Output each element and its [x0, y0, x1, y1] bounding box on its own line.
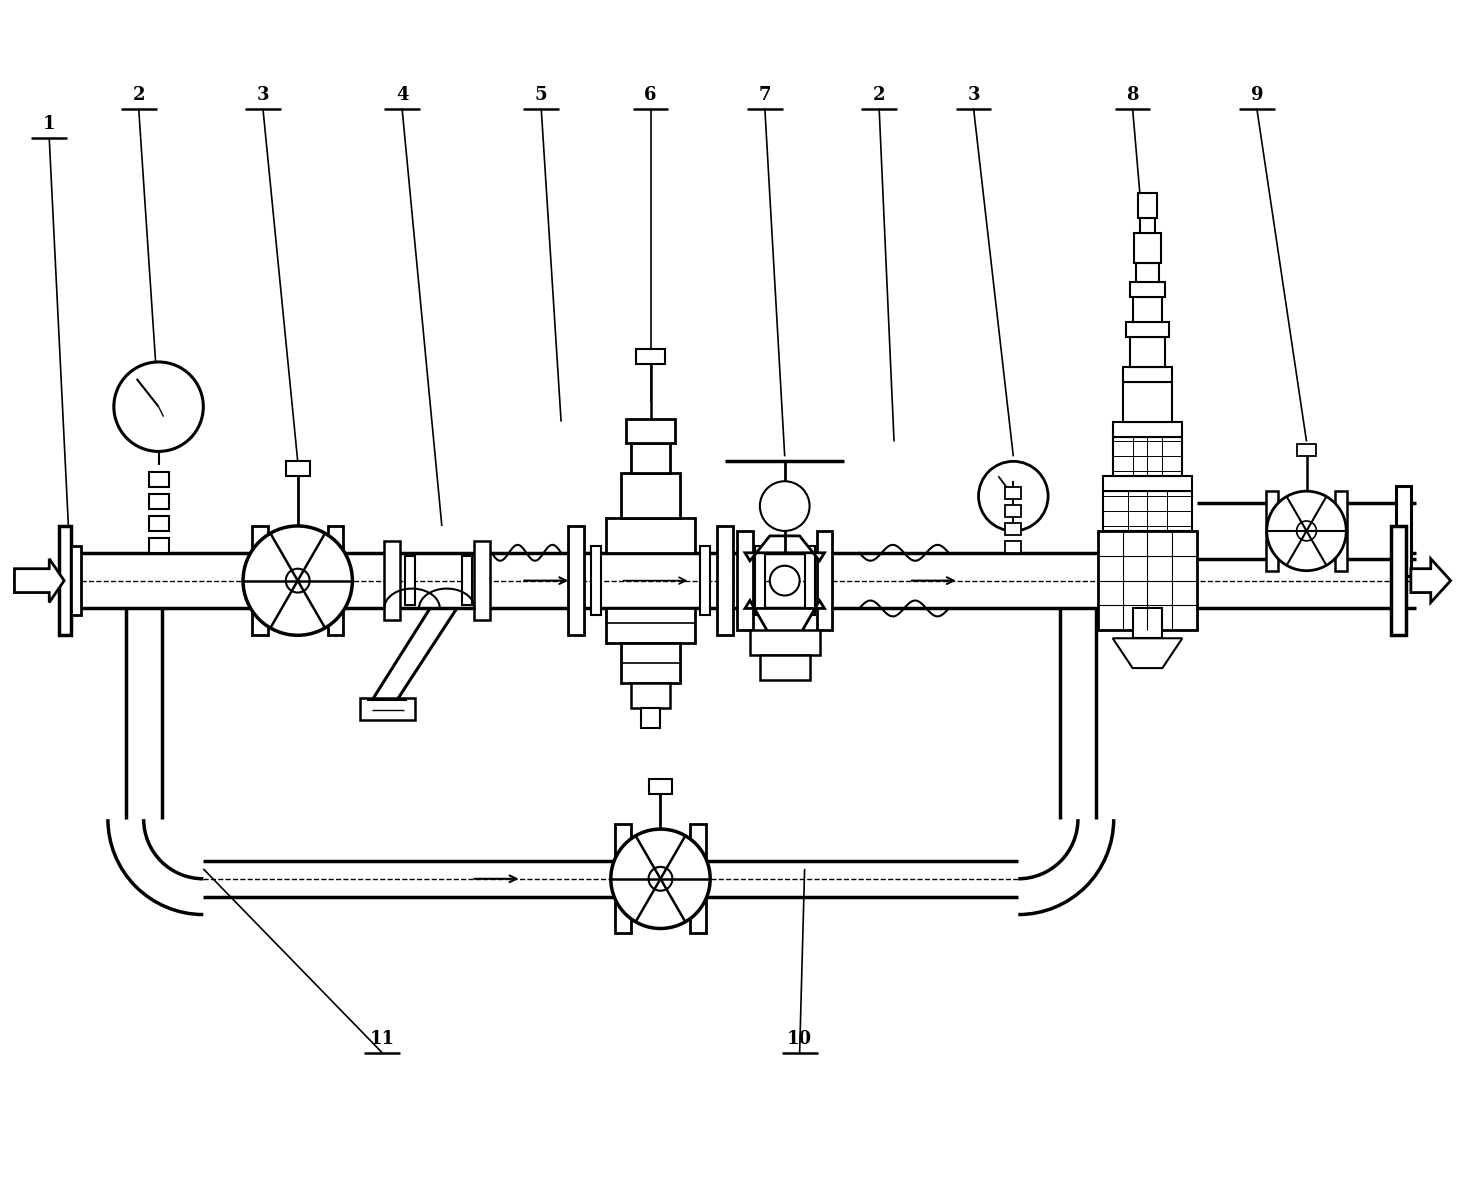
Text: 6: 6: [644, 85, 657, 103]
Bar: [635, 349, 666, 364]
Bar: [620, 644, 681, 683]
Bar: [252, 526, 268, 635]
Bar: [1135, 263, 1159, 282]
Bar: [805, 545, 814, 615]
Bar: [1391, 526, 1406, 635]
Bar: [1140, 217, 1156, 233]
Polygon shape: [744, 536, 824, 561]
Circle shape: [1267, 491, 1347, 570]
Circle shape: [648, 867, 672, 891]
Bar: [327, 526, 343, 635]
Bar: [700, 545, 710, 615]
Bar: [1113, 422, 1183, 436]
Text: 1: 1: [43, 115, 55, 133]
Bar: [755, 545, 765, 615]
Text: 4: 4: [395, 85, 408, 103]
Bar: [750, 631, 820, 656]
Bar: [690, 824, 706, 933]
Bar: [1103, 491, 1193, 531]
Circle shape: [114, 362, 203, 452]
Bar: [406, 556, 414, 605]
Bar: [360, 698, 414, 719]
Bar: [633, 844, 644, 914]
Bar: [1129, 337, 1165, 368]
Bar: [286, 461, 309, 477]
Bar: [1197, 503, 1396, 558]
Circle shape: [759, 482, 810, 531]
Circle shape: [243, 526, 352, 635]
Bar: [1005, 506, 1021, 516]
Polygon shape: [744, 600, 824, 635]
Bar: [1113, 436, 1183, 477]
Bar: [817, 531, 832, 631]
Bar: [148, 538, 169, 552]
Bar: [272, 545, 283, 615]
Bar: [620, 473, 681, 518]
Text: 5: 5: [534, 85, 548, 103]
Circle shape: [978, 461, 1048, 531]
Bar: [626, 419, 675, 443]
Text: 2: 2: [873, 85, 885, 103]
Bar: [1396, 486, 1410, 575]
Bar: [568, 526, 585, 635]
Bar: [1005, 488, 1021, 500]
Bar: [1138, 193, 1157, 217]
Bar: [462, 556, 472, 605]
Bar: [591, 545, 601, 615]
Bar: [605, 518, 696, 552]
Bar: [1335, 491, 1347, 570]
Bar: [385, 540, 400, 621]
Bar: [148, 472, 169, 488]
Text: 7: 7: [759, 85, 771, 103]
Bar: [126, 609, 161, 819]
Text: 3: 3: [256, 85, 269, 103]
Bar: [1123, 368, 1172, 382]
Circle shape: [611, 829, 710, 928]
Text: 8: 8: [1126, 85, 1138, 103]
Bar: [1123, 382, 1172, 422]
Bar: [71, 545, 81, 615]
Bar: [641, 707, 660, 728]
Bar: [1005, 540, 1021, 552]
Bar: [1323, 506, 1331, 556]
Bar: [630, 683, 670, 707]
Bar: [148, 494, 169, 509]
Bar: [1129, 282, 1165, 298]
Circle shape: [770, 566, 799, 596]
Bar: [1265, 491, 1277, 570]
Bar: [1132, 609, 1162, 638]
Bar: [759, 656, 810, 680]
Bar: [1060, 609, 1095, 819]
Polygon shape: [15, 558, 64, 603]
Bar: [312, 545, 323, 615]
Text: 9: 9: [1251, 85, 1262, 103]
Bar: [737, 531, 753, 631]
Polygon shape: [1410, 558, 1450, 603]
Bar: [718, 526, 733, 635]
Text: 10: 10: [787, 1029, 813, 1047]
Bar: [1103, 477, 1193, 491]
Bar: [678, 844, 687, 914]
Text: 3: 3: [968, 85, 980, 103]
Bar: [1132, 298, 1162, 322]
Bar: [1296, 444, 1316, 456]
Circle shape: [1296, 521, 1316, 540]
Bar: [1005, 522, 1021, 534]
Bar: [630, 443, 670, 473]
Bar: [59, 526, 71, 635]
Bar: [1134, 233, 1162, 263]
Bar: [614, 824, 630, 933]
Bar: [474, 540, 490, 621]
Bar: [605, 609, 696, 644]
Circle shape: [286, 569, 309, 592]
Text: 2: 2: [132, 85, 145, 103]
Bar: [148, 516, 169, 531]
Bar: [1098, 531, 1197, 631]
Text: 11: 11: [370, 1029, 395, 1047]
Polygon shape: [1113, 638, 1183, 668]
Bar: [1283, 506, 1291, 556]
Bar: [648, 779, 672, 794]
Bar: [1126, 322, 1169, 337]
